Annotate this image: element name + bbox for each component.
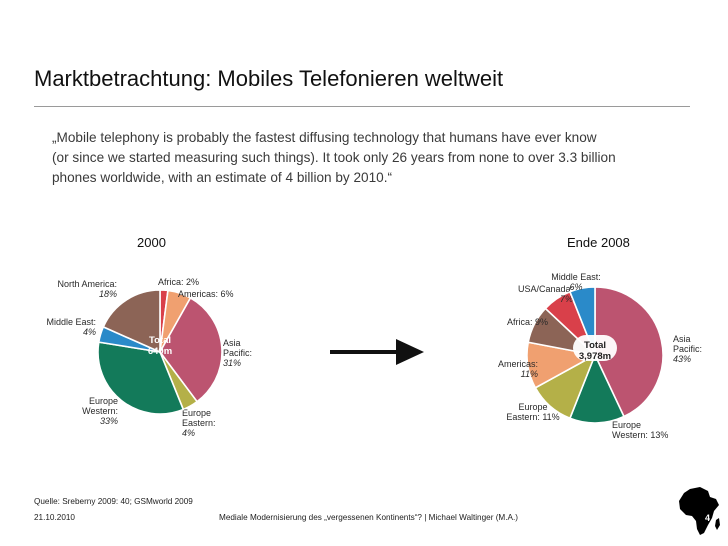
slice-label: Asia Pacific: 31% <box>223 338 252 368</box>
slice-label: Middle East: 4% <box>46 317 96 337</box>
chart-title-2008: Ende 2008 <box>567 235 630 250</box>
slice-label: North America: 18% <box>57 279 117 299</box>
slice-label: Africa: 9% <box>507 317 548 327</box>
source-note: Quelle: Sreberny 2009: 40; GSMworld 2009 <box>34 497 193 506</box>
slide-number: 4 <box>705 513 711 523</box>
slice-label: Africa: 2% <box>158 277 199 287</box>
slice-label: Asia Pacific: 43% <box>673 334 702 364</box>
slide-title: Marktbetrachtung: Mobiles Telefonieren w… <box>34 66 504 91</box>
africa-map-icon <box>679 487 720 535</box>
slice-label: Europe Western: 13% <box>612 420 668 440</box>
slice-label: USA/Canada: 7% <box>518 284 573 304</box>
slice-label: Europe Western: 33% <box>82 396 118 426</box>
pie-slice-asia-pacific <box>159 296 223 403</box>
total-label: Total 640m <box>148 335 172 357</box>
slice-label: Americas: 6% <box>178 289 234 299</box>
quote-line: „Mobile telephony is probably the fastes… <box>52 130 597 145</box>
footer-date: 21.10.2010 <box>34 513 75 522</box>
pie-slice-europe-western <box>568 352 626 424</box>
pie-slice-asia-pacific <box>594 286 664 418</box>
pie-slice-north-america <box>102 289 161 354</box>
slice-label: Americas: 11% <box>498 359 538 379</box>
quote-line: (or since we started measuring such thin… <box>52 150 616 165</box>
total-label: Total 3,978m <box>579 340 611 362</box>
title-divider <box>34 106 690 107</box>
chart-title-2000: 2000 <box>137 235 166 250</box>
quote-line: phones worldwide, with an estimate of 4 … <box>52 170 393 185</box>
slice-label: Europe Eastern: 11% <box>506 402 559 422</box>
quote-block: „Mobile telephony is probably the fastes… <box>52 128 702 188</box>
slice-label: Europe Eastern: 4% <box>182 408 216 438</box>
pie-slice-europe-western <box>97 341 185 415</box>
arrow-head-icon <box>396 339 424 365</box>
footer-presentation: Mediale Modernisierung des „vergessenen … <box>219 513 518 522</box>
slice-label: Middle East: 6% <box>551 272 601 292</box>
total-badge <box>573 335 617 361</box>
